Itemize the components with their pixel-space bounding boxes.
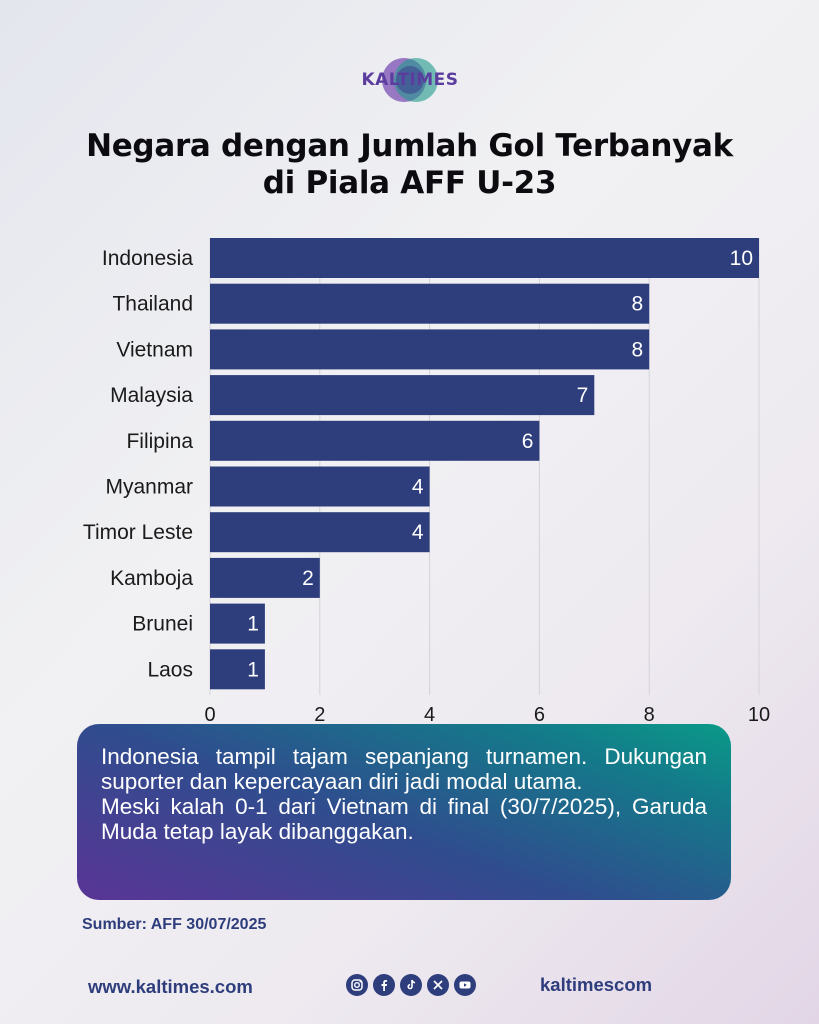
x-tick-label: 2 bbox=[314, 704, 325, 725]
source-note: Sumber: AFF 30/07/2025 bbox=[82, 916, 267, 933]
facebook-icon[interactable] bbox=[373, 974, 395, 996]
kaltimes-logo: KALTIMES bbox=[350, 50, 470, 112]
data-label: 6 bbox=[522, 430, 534, 453]
category-label: Timor Leste bbox=[83, 521, 193, 544]
category-label: Malaysia bbox=[110, 384, 193, 407]
data-label: 1 bbox=[247, 658, 259, 681]
bar bbox=[210, 557, 320, 598]
category-label: Kamboja bbox=[110, 567, 193, 590]
brand-name: KALTIMES bbox=[361, 70, 459, 90]
chart-title-line2: di Piala AFF U-23 bbox=[262, 165, 557, 201]
bar bbox=[210, 329, 650, 370]
data-label: 7 bbox=[577, 384, 589, 407]
website-link[interactable]: www.kaltimes.com bbox=[88, 976, 253, 997]
x-tick-label: 0 bbox=[204, 704, 215, 725]
category-label: Laos bbox=[147, 658, 193, 681]
bar bbox=[210, 238, 759, 278]
x-tick-label: 4 bbox=[424, 704, 435, 725]
category-label: Brunei bbox=[132, 613, 193, 636]
tiktok-icon[interactable] bbox=[400, 974, 422, 996]
category-label: Vietnam bbox=[116, 338, 193, 361]
data-label: 8 bbox=[632, 338, 644, 361]
data-label: 4 bbox=[412, 521, 424, 544]
instagram-icon[interactable] bbox=[346, 974, 368, 996]
x-tick-label: 8 bbox=[644, 704, 655, 725]
bar bbox=[210, 603, 265, 644]
category-label: Indonesia bbox=[102, 247, 193, 270]
bar bbox=[210, 375, 595, 416]
data-label: 2 bbox=[302, 567, 314, 590]
category-label: Filipina bbox=[126, 430, 193, 453]
social-icons bbox=[346, 974, 476, 996]
x-tick-label: 6 bbox=[534, 704, 545, 725]
data-label: 1 bbox=[247, 613, 259, 636]
bar bbox=[210, 420, 540, 461]
x-icon[interactable] bbox=[427, 974, 449, 996]
chart-title-line1: Negara dengan Jumlah Gol Terbanyak bbox=[86, 128, 733, 164]
x-tick-label: 10 bbox=[748, 704, 770, 725]
bar bbox=[210, 283, 650, 324]
bar bbox=[210, 466, 430, 507]
logo-rings-icon bbox=[382, 58, 438, 102]
youtube-icon[interactable] bbox=[454, 974, 476, 996]
category-label: Thailand bbox=[112, 293, 193, 316]
callout-paragraph-1: Indonesia tampil tajam sepanjang turname… bbox=[101, 744, 707, 794]
data-label: 10 bbox=[730, 247, 753, 270]
category-label: Myanmar bbox=[105, 476, 193, 499]
data-label: 8 bbox=[632, 293, 644, 316]
callout-paragraph-2: Meski kalah 0-1 dari Vietnam di final (3… bbox=[101, 794, 707, 844]
social-handle[interactable]: kaltimescom bbox=[540, 974, 653, 995]
summary-callout: Indonesia tampil tajam sepanjang turname… bbox=[77, 724, 731, 900]
bar bbox=[210, 649, 265, 690]
bar bbox=[210, 512, 430, 553]
chart-title: Negara dengan Jumlah Gol Terbanyak di Pi… bbox=[0, 128, 819, 202]
data-label: 4 bbox=[412, 476, 424, 499]
